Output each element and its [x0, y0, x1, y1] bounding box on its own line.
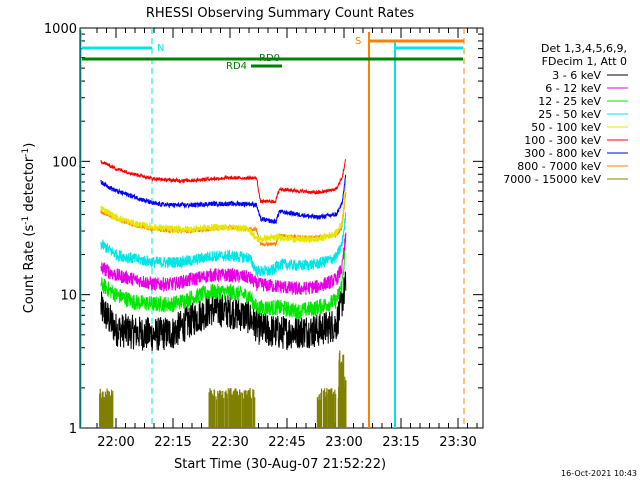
series-line-1 — [100, 232, 347, 295]
y-tick-label: 1 — [69, 422, 77, 437]
series-line-6 — [100, 174, 347, 225]
x-tick-label: 22:30 — [211, 435, 248, 450]
legend: Det 1,3,4,5,6,9, FDecim 1, Att 0 3 - 6 k… — [503, 42, 628, 186]
chart-title: RHESSI Observing Summary Count Rates — [146, 6, 415, 21]
plot-border — [79, 27, 484, 429]
legend-label-2: 12 - 25 keV — [538, 95, 601, 108]
y-tick-label: 100 — [52, 155, 77, 170]
y-axis-label-end: ) — [22, 143, 37, 148]
y-tick-label: 1000 — [44, 22, 77, 37]
legend-label-7: 800 - 7000 keV — [517, 160, 601, 173]
legend-label-4: 50 - 100 keV — [531, 121, 601, 134]
series-line-5 — [100, 158, 347, 205]
flag-n-label: N — [157, 43, 164, 54]
series-line-2 — [100, 240, 347, 320]
x-tick-label: 23:00 — [325, 435, 362, 450]
legend-label-3: 25 - 50 keV — [538, 108, 601, 121]
series-line-0 — [100, 271, 347, 351]
plot-frame — [79, 27, 484, 429]
x-tick-label: 23:15 — [382, 435, 419, 450]
x-tick-label: 22:15 — [154, 435, 191, 450]
legend-label-0: 3 - 6 keV — [552, 69, 601, 82]
y-tick-label: 10 — [60, 289, 77, 304]
legend-label-8: 7000 - 15000 keV — [503, 173, 601, 186]
legend-label-5: 100 - 300 keV — [524, 134, 601, 147]
series-layer — [100, 158, 347, 351]
series-7000-15000-kev-bursts — [99, 350, 347, 428]
y-axis-label-sup1: -1 — [21, 216, 31, 225]
legend-label-1: 6 - 12 keV — [545, 82, 601, 95]
legend-label-6: 300 - 800 keV — [524, 147, 601, 160]
legend-header-2: FDecim 1, Att 0 — [542, 55, 627, 68]
y-axis-label-main: Count Rate (s — [22, 225, 37, 314]
legend-header-1: Det 1,3,4,5,6,9, — [541, 42, 627, 55]
y-axis: 1 10 100 1000 — [44, 22, 483, 437]
flag-rd0-label: RD0 — [259, 53, 280, 64]
series-line-3 — [100, 212, 347, 278]
footer-date: 16-Oct-2021 10:43 — [561, 469, 637, 478]
series-line-4 — [100, 179, 347, 245]
flags-layer: N S RD0 RD4 — [80, 28, 465, 428]
x-axis-label: Start Time (30-Aug-07 21:52:22) — [174, 457, 386, 472]
y-axis-label-sup2: -1 — [21, 148, 31, 157]
flag-s-label: S — [355, 36, 361, 47]
x-tick-label: 23:30 — [439, 435, 476, 450]
x-tick-label: 22:00 — [97, 435, 134, 450]
x-tick-label: 22:45 — [268, 435, 305, 450]
y-axis-label: Count Rate (s-1 detector-1) — [21, 143, 37, 314]
y-axis-label-mid: detector — [22, 156, 37, 216]
flag-rd4-label: RD4 — [226, 61, 247, 72]
